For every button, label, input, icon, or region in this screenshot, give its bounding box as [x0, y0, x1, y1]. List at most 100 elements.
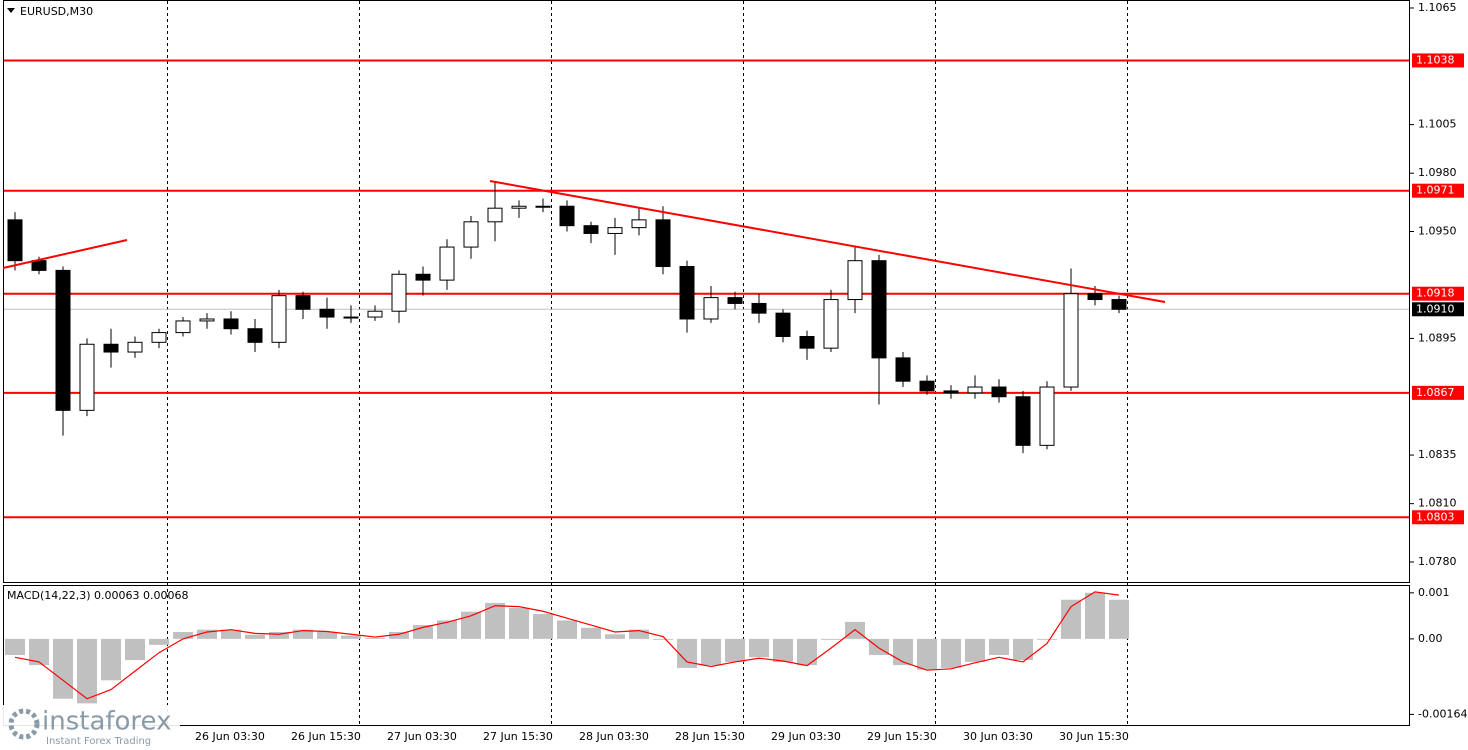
candle-body: [103, 343, 119, 353]
trend-line: [489, 180, 1166, 303]
candle-body: [895, 357, 911, 382]
candle-body: [679, 266, 695, 320]
macd-bar: [485, 602, 505, 639]
price-pane: [3, 0, 1410, 583]
candle-body: [1087, 293, 1103, 301]
candle-body: [367, 310, 383, 318]
trend-line: [2, 239, 128, 269]
candle-body: [127, 341, 143, 353]
logo-icon: [8, 708, 40, 740]
candle-body: [775, 312, 791, 337]
candle-body: [247, 328, 263, 343]
candle-body: [631, 219, 647, 229]
level-label: 1.0918: [1416, 287, 1455, 300]
candle-body: [607, 227, 623, 234]
candle-body: [463, 221, 479, 248]
macd-bar: [629, 629, 649, 639]
y-tick-label: 1.1065: [1418, 1, 1457, 14]
logo-tagline: Instant Forex Trading: [46, 736, 151, 747]
candle-body: [871, 260, 887, 359]
macd-bar: [317, 631, 337, 639]
candle-body: [199, 318, 215, 322]
macd-bar: [29, 638, 49, 666]
macd-bar: [1061, 599, 1081, 639]
level-label-box: [1412, 183, 1464, 198]
macd-bar: [701, 638, 721, 666]
level-label: 1.1038: [1416, 53, 1455, 66]
candle-body: [415, 273, 431, 281]
x-tick-label: 26 Jun 15:30: [291, 730, 361, 743]
macd-bar: [725, 638, 745, 662]
macd-bar: [125, 638, 145, 661]
macd-bar: [797, 638, 817, 666]
candle-body: [319, 308, 335, 318]
x-tick-label: 26 Jun 03:30: [195, 730, 265, 743]
macd-bar: [989, 638, 1009, 655]
macd-bar: [581, 627, 601, 639]
macd-bar: [221, 629, 241, 639]
x-tick-label: 29 Jun 03:30: [771, 730, 841, 743]
level-label: 1.0803: [1416, 510, 1455, 523]
y-tick-label: 1.0780: [1418, 555, 1457, 568]
candle-body: [7, 219, 23, 262]
x-tick-label: 28 Jun 03:30: [579, 730, 649, 743]
logo-box: [0, 705, 180, 750]
macd-bar: [941, 638, 961, 668]
macd-bar: [101, 638, 121, 681]
macd-bar: [1013, 638, 1033, 661]
candle-body: [655, 219, 671, 268]
logo-brand: instaforex: [42, 707, 171, 737]
macd-bar: [653, 638, 673, 640]
macd-bar: [1085, 592, 1105, 639]
x-tick-label: 29 Jun 15:30: [867, 730, 937, 743]
candle-body: [799, 335, 815, 349]
current-price-label: 1.0910: [1416, 302, 1455, 315]
macd-bar: [773, 638, 793, 662]
candle-body: [79, 343, 95, 411]
macd-bar: [269, 631, 289, 639]
candle-body: [919, 380, 935, 392]
current-price-box: [1412, 302, 1464, 317]
logo: instaforex Instant Forex Trading: [0, 705, 180, 750]
candle-body: [439, 246, 455, 281]
x-tick-label: 27 Jun 15:30: [483, 730, 553, 743]
macd-bar: [365, 637, 385, 639]
candle-body: [967, 386, 983, 394]
macd-bar: [605, 634, 625, 639]
y-tick-label: 0.001: [1418, 586, 1450, 599]
macd-bar: [965, 638, 985, 662]
candle-body: [487, 207, 503, 223]
macd-bar: [437, 620, 457, 639]
macd-bar: [53, 638, 73, 699]
candle-body: [151, 332, 167, 343]
macd-bar: [893, 638, 913, 666]
macd-bar: [341, 635, 361, 639]
chart-title: EURUSD,M30: [20, 5, 93, 18]
candle-body: [535, 205, 551, 208]
macd-bar: [173, 631, 193, 639]
macd-bar: [245, 634, 265, 639]
macd-bar: [749, 638, 769, 658]
macd-bar: [677, 638, 697, 668]
candle-body: [943, 390, 959, 394]
candle-body: [343, 316, 359, 319]
macd-bar: [197, 629, 217, 639]
level-label-box: [1412, 286, 1464, 301]
level-label-box: [1412, 53, 1464, 68]
y-tick-label: 1.0950: [1418, 225, 1457, 238]
macd-bar: [1109, 599, 1129, 639]
x-tick-label: 28 Jun 15:30: [675, 730, 745, 743]
axis: 1.1065 1.1005 1.0980 1.0950 1.0895 1.0835 1.08…: [195, 1, 1467, 743]
candle-body: [847, 260, 863, 301]
macd-signal: [14, 591, 1120, 700]
macd-pane: [3, 585, 1410, 726]
candle-body: [31, 260, 47, 271]
x-tick-label: 30 Jun 15:30: [1059, 730, 1129, 743]
macd-bar: [77, 638, 97, 704]
candle-body: [823, 299, 839, 349]
candle-body: [991, 386, 1007, 398]
x-tick-label: 30 Jun 03:30: [963, 730, 1033, 743]
candle-body: [751, 302, 767, 314]
candle-body: [55, 269, 71, 411]
